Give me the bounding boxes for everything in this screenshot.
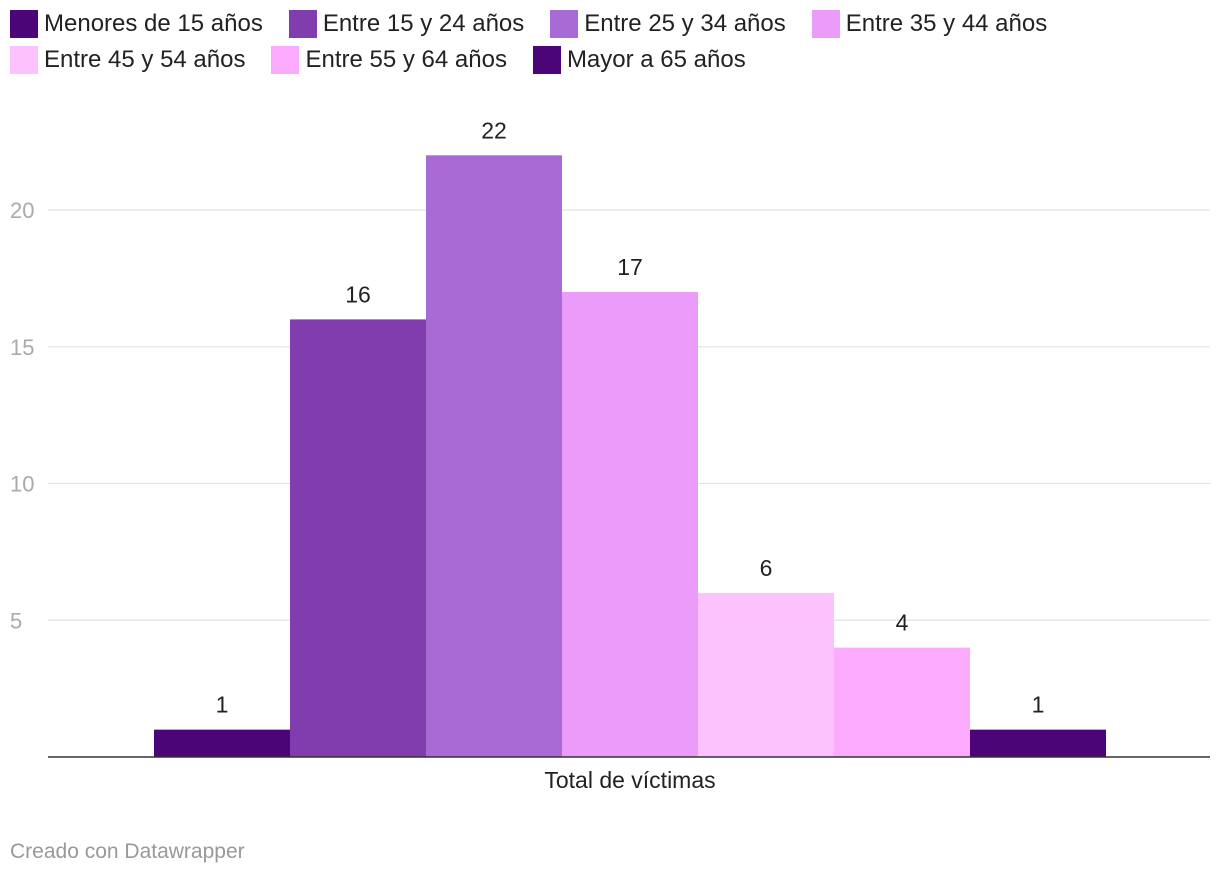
legend-item: Entre 35 y 44 años: [811, 8, 1048, 40]
legend-swatch: [10, 10, 38, 38]
legend-label: Entre 15 y 24 años: [322, 10, 525, 37]
bar: [154, 729, 290, 757]
legend-label: Entre 25 y 34 años: [584, 10, 786, 37]
data-label: 1: [216, 692, 229, 718]
legend-swatch: [550, 10, 579, 38]
legend-label: Entre 35 y 44 años: [845, 10, 1048, 37]
legend-item: Menores de 15 años: [10, 8, 263, 40]
legend-swatch: [271, 46, 300, 74]
bar: [426, 155, 562, 758]
y-tick-label: 20: [10, 198, 34, 223]
data-label: 6: [760, 555, 773, 581]
legend-item: Entre 25 y 34 años: [550, 8, 786, 40]
data-label: 1: [1032, 692, 1045, 718]
legend-label: Entre 45 y 54 años: [44, 46, 246, 73]
legend-label: Mayor a 65 años: [566, 46, 746, 73]
legend-swatch: [288, 10, 317, 38]
legend-label: Menores de 15 años: [44, 10, 263, 37]
legend-item: Entre 55 y 64 años: [271, 44, 507, 76]
bar: [834, 647, 970, 757]
credit-text: Creado con Datawrapper: [10, 840, 245, 863]
legend-swatch: [532, 46, 561, 74]
legend-item: Mayor a 65 años: [532, 44, 746, 76]
bar: [970, 729, 1106, 757]
legend-label: Entre 55 y 64 años: [305, 46, 507, 73]
data-label: 16: [345, 281, 371, 307]
legend-item: Entre 45 y 54 años: [10, 44, 245, 76]
x-category-label: Total de víctimas: [544, 767, 715, 793]
y-tick-label: 10: [10, 472, 34, 497]
bar: [562, 292, 698, 757]
bar: [698, 592, 834, 757]
y-tick-label: 15: [10, 335, 34, 360]
legend-item: Entre 15 y 24 años: [288, 8, 525, 40]
bar: [290, 319, 426, 757]
legend: Menores de 15 años Entre 15 y 24 años Entr…: [10, 8, 1215, 76]
data-label: 4: [896, 610, 909, 636]
y-tick-label: 5: [10, 608, 22, 633]
data-label: 22: [481, 117, 507, 143]
legend-swatch: [10, 46, 38, 74]
data-label: 17: [617, 254, 643, 280]
legend-swatch: [811, 10, 840, 38]
